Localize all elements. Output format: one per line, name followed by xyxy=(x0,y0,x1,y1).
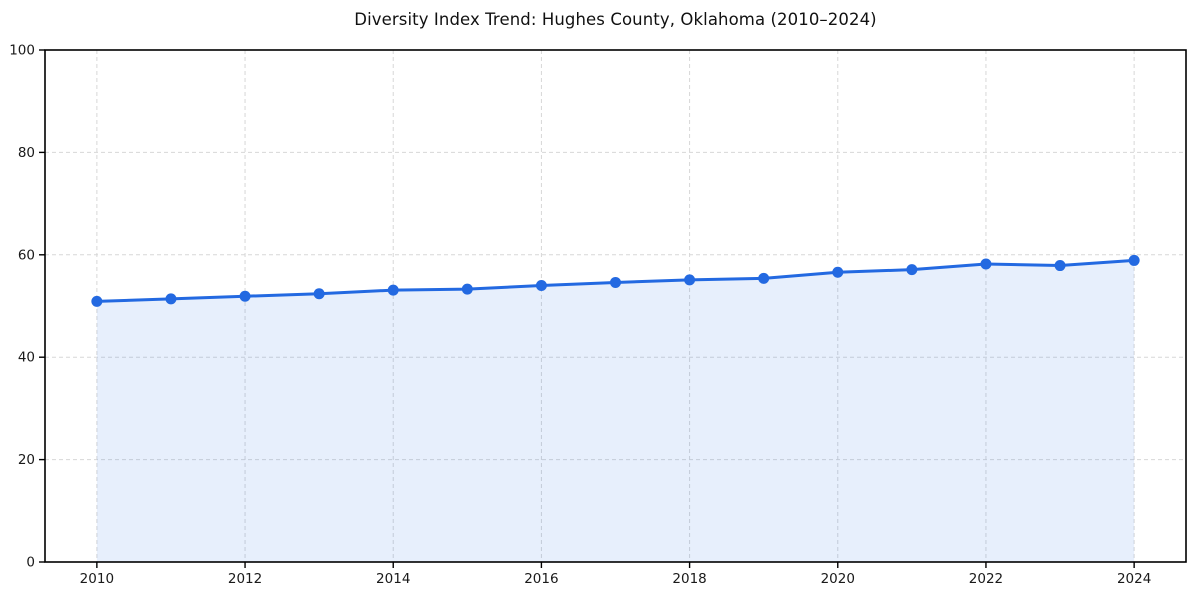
data-point-marker xyxy=(684,274,696,286)
area-fill xyxy=(96,260,1135,562)
data-point-marker xyxy=(906,264,918,276)
data-point-marker xyxy=(165,293,177,305)
data-point-marker xyxy=(535,280,547,292)
chart-title: Diversity Index Trend: Hughes County, Ok… xyxy=(354,10,877,29)
y-tick-label: 40 xyxy=(18,350,35,366)
y-tick-label: 20 xyxy=(18,452,35,468)
y-tick-label: 60 xyxy=(18,247,35,263)
data-point-marker xyxy=(1128,254,1140,266)
x-tick-label: 2012 xyxy=(228,571,262,587)
x-tick-label: 2022 xyxy=(969,571,1003,587)
data-points xyxy=(91,254,1140,307)
x-tick-label: 2014 xyxy=(376,571,410,587)
x-tick-label: 2024 xyxy=(1117,571,1151,587)
data-point-marker xyxy=(758,272,770,284)
data-point-marker xyxy=(239,290,251,302)
data-point-marker xyxy=(832,266,844,278)
y-tick-label: 100 xyxy=(9,43,35,59)
y-tick-label: 80 xyxy=(18,145,35,161)
tick-marks xyxy=(39,49,1135,568)
gridlines xyxy=(45,50,1186,562)
plot-border xyxy=(44,49,1187,563)
x-tick-label: 2020 xyxy=(821,571,855,587)
tick-labels: 0 20 40 60 80 100 2010 2012 2014 2016 2018 2020 2022… xyxy=(9,43,1151,588)
data-point-marker xyxy=(980,258,992,270)
x-tick-label: 2016 xyxy=(524,571,558,587)
data-point-marker xyxy=(387,284,399,296)
y-tick-label: 0 xyxy=(26,555,35,571)
data-point-marker xyxy=(313,288,325,300)
data-point-marker xyxy=(461,283,473,295)
data-point-marker xyxy=(1054,260,1066,272)
x-tick-label: 2010 xyxy=(80,571,114,587)
data-point-marker xyxy=(610,276,621,288)
data-point-marker xyxy=(91,295,103,307)
x-tick-label: 2018 xyxy=(672,571,706,587)
